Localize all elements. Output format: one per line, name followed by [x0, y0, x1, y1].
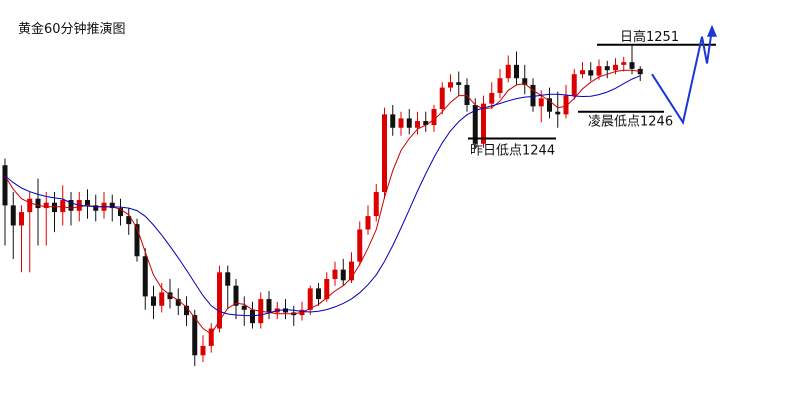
candle-body	[448, 82, 453, 88]
candle-body	[365, 216, 371, 230]
candles-layer	[2, 44, 643, 366]
candle-body	[85, 200, 90, 206]
candle-body	[382, 114, 387, 192]
ma-slow-line	[4, 75, 641, 317]
candle-body	[283, 308, 288, 313]
candle-body	[431, 109, 437, 126]
candle-body	[35, 198, 41, 209]
candle-body	[505, 64, 511, 79]
candle-body	[530, 84, 536, 107]
candle-body	[522, 78, 528, 85]
candle-body	[423, 121, 429, 126]
candle-body	[547, 98, 552, 112]
candle-body	[142, 256, 148, 297]
candle-body	[250, 309, 255, 324]
candle-body	[52, 202, 57, 213]
candle-body	[481, 103, 486, 144]
candle-body	[596, 66, 602, 76]
candle-body	[134, 224, 140, 257]
candle-body	[68, 200, 74, 211]
candle-body	[456, 82, 462, 85]
day-high-label: 日高1251	[620, 29, 679, 45]
candle-body	[43, 202, 49, 209]
candle-body	[406, 118, 412, 128]
candle-body	[233, 285, 239, 306]
candle-body	[489, 92, 495, 104]
candle-body	[159, 292, 165, 306]
candle-body	[472, 105, 478, 144]
candle-body	[2, 165, 8, 206]
candle-body	[10, 205, 16, 226]
candle-body	[324, 279, 330, 300]
candle-body	[208, 328, 214, 346]
candle-body	[151, 296, 156, 306]
candle-body	[629, 62, 635, 69]
candle-body	[349, 261, 354, 281]
chart-title: 黄金60分钟推演图	[18, 22, 126, 37]
candle-body	[390, 114, 396, 128]
labels-layer: 日高1251 昨日低点1244 凌晨低点1246	[470, 29, 679, 159]
candle-body	[439, 87, 445, 110]
candle-body	[109, 202, 115, 209]
candle-body	[175, 299, 181, 306]
candle-body	[118, 208, 123, 217]
yesterday-low-label: 昨日低点1244	[470, 143, 555, 158]
candle-body	[307, 288, 313, 310]
candle-body	[621, 62, 627, 65]
candle-body	[316, 288, 321, 300]
candle-body	[580, 70, 585, 75]
candle-body	[200, 345, 206, 356]
candle-body	[126, 216, 132, 225]
candle-body	[588, 70, 594, 76]
candle-body	[563, 95, 569, 115]
candle-body	[60, 200, 66, 213]
candle-body	[241, 305, 247, 310]
candle-body	[340, 269, 346, 281]
candle-body	[497, 78, 503, 93]
candle-body	[27, 198, 33, 213]
projection-layer	[651, 24, 717, 125]
projection-line	[651, 28, 713, 125]
candle-body	[415, 121, 420, 128]
candle-body	[398, 118, 404, 128]
candle-body	[184, 305, 189, 316]
candle-body	[604, 66, 610, 71]
candle-body	[217, 272, 222, 329]
ma-fast-line	[4, 69, 641, 335]
moving-averages-layer	[4, 69, 641, 335]
candle-body	[538, 98, 544, 107]
candle-body	[19, 212, 24, 226]
levels-layer	[468, 43, 716, 140]
candle-body	[571, 74, 577, 96]
candle-body	[555, 111, 561, 115]
candle-body	[514, 64, 519, 79]
candle-body	[332, 269, 338, 279]
candle-body	[225, 272, 231, 286]
candle-body	[464, 84, 470, 105]
candle-body	[266, 299, 272, 313]
candle-body	[192, 315, 198, 356]
morning-low-label: 凌晨低点1246	[588, 115, 673, 130]
candle-body	[93, 205, 99, 211]
candle-body	[613, 64, 618, 71]
projection-arrowhead	[707, 24, 717, 37]
candle-body	[167, 292, 173, 300]
candle-body	[373, 192, 379, 217]
candle-body	[357, 229, 363, 262]
